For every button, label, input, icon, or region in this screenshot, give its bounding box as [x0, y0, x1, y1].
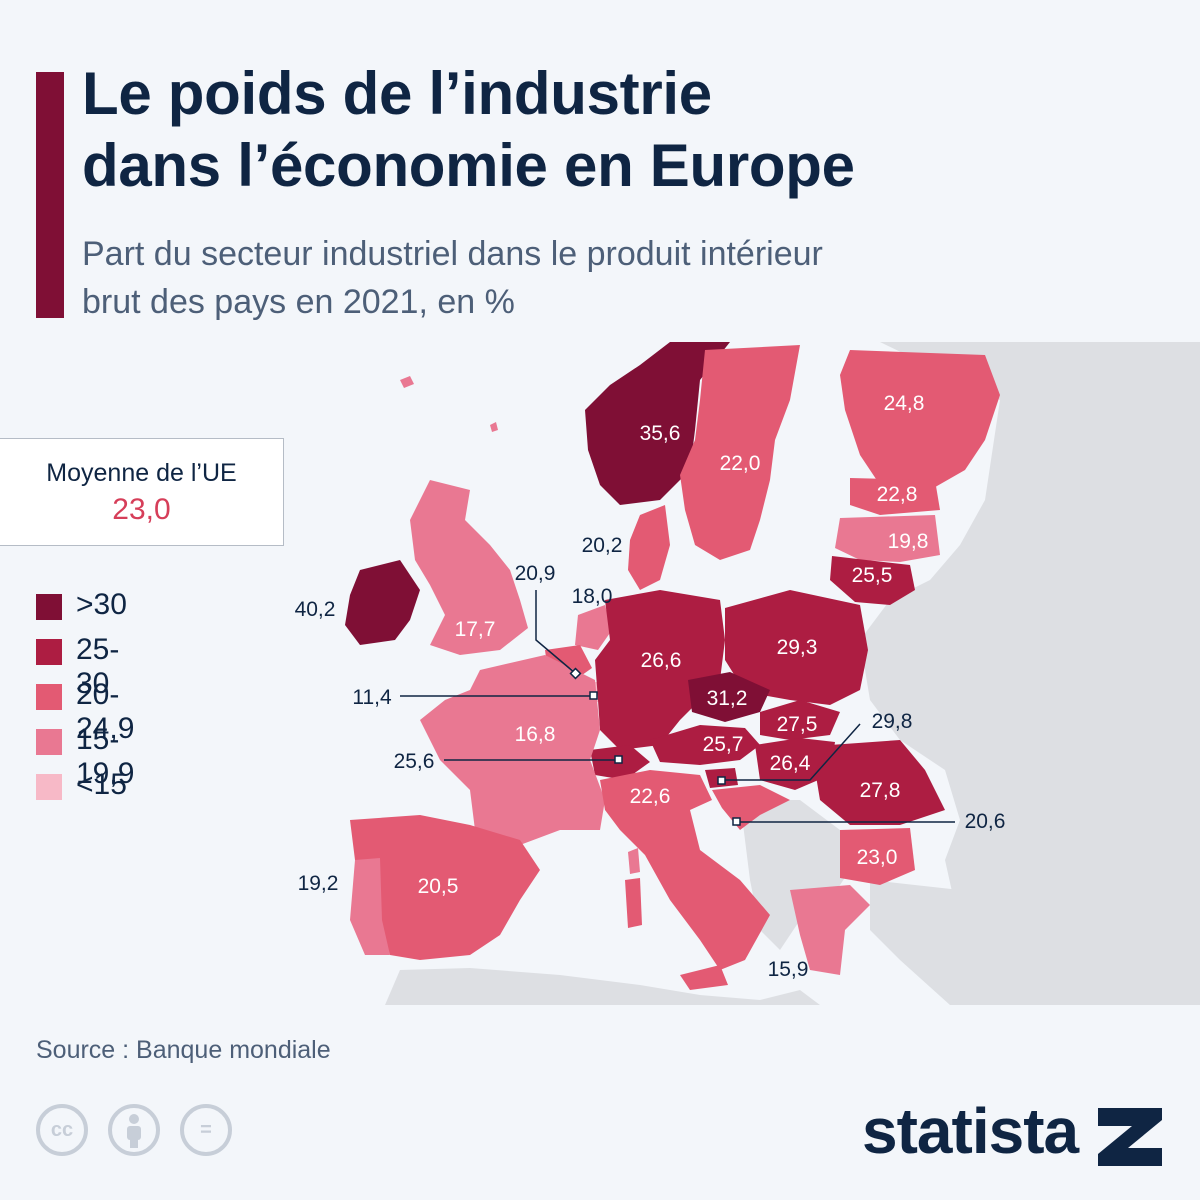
statista-logo-mark	[1098, 1108, 1162, 1166]
label-netherlands: 18,0	[572, 585, 613, 608]
country-finland	[840, 350, 1000, 490]
source-note: Source : Banque mondiale	[36, 1036, 331, 1064]
cc-icon[interactable]: cc	[36, 1104, 88, 1156]
label-estonia: 22,8	[877, 483, 918, 506]
label-romania: 27,8	[860, 779, 901, 802]
country-slovakia	[760, 700, 840, 740]
eu-average-label: Moyenne de l’UE	[46, 459, 237, 487]
island-sicily	[680, 965, 728, 990]
map-labels: 40,2 35,6 31,2 22,0 24,8 22,8 19,8 25,5 …	[295, 392, 1006, 981]
no-derivatives-icon[interactable]: =	[180, 1104, 232, 1156]
land-south-grey	[385, 968, 820, 1005]
label-denmark: 20,2	[582, 534, 623, 557]
label-germany: 26,6	[641, 649, 682, 672]
country-netherlands	[575, 605, 612, 650]
country-denmark	[628, 505, 670, 590]
country-uk	[410, 480, 528, 655]
eu-average-value: 23,0	[112, 493, 171, 526]
europe-map: 40,2 35,6 31,2 22,0 24,8 22,8 19,8 25,5 …	[295, 342, 1200, 1005]
country-france	[420, 655, 605, 845]
country-norway	[585, 342, 730, 505]
label-france: 16,8	[515, 723, 556, 746]
label-croatia: 20,6	[965, 810, 1006, 833]
label-ireland: 40,2	[295, 598, 336, 621]
land-east-grey	[860, 342, 1200, 1005]
marker-croatia	[732, 817, 741, 826]
label-belgium: 20,9	[515, 562, 556, 585]
country-spain	[350, 815, 540, 960]
page-title: Le poids de l’industrie dans l’économie …	[82, 58, 1142, 202]
country-sweden	[680, 345, 800, 560]
eu-average-box: Moyenne de l’UE 23,0	[0, 438, 284, 546]
legend-swatch	[36, 729, 62, 755]
legend-swatch	[36, 684, 62, 710]
label-italy: 22,6	[630, 785, 671, 808]
island-sardinia	[625, 878, 642, 928]
legend-label: >30	[76, 588, 127, 621]
marker-slovenia	[717, 776, 726, 785]
legend-label: 20-24,9	[76, 678, 135, 745]
person-glyph	[127, 1114, 141, 1148]
country-romania	[815, 740, 945, 825]
label-switzerland: 25,6	[394, 750, 435, 773]
legend-label: 25-30	[76, 633, 120, 700]
land-turkey-grey	[870, 880, 1200, 1005]
marker-switzerland	[614, 755, 623, 764]
marker-belgium	[569, 667, 582, 680]
title-line-2: dans l’économie en Europe	[82, 132, 855, 199]
page-subtitle: Part du secteur industriel dans le produ…	[82, 230, 1082, 326]
country-lithuania	[830, 556, 915, 605]
label-bulgaria: 23,0	[857, 846, 898, 869]
legend-swatch	[36, 594, 62, 620]
label-austria: 25,7	[703, 733, 744, 756]
attribution-icon[interactable]	[108, 1104, 160, 1156]
country-poland	[725, 590, 868, 705]
leader-markers	[569, 667, 741, 826]
leader-belgium	[535, 590, 576, 674]
country-germany	[595, 590, 725, 750]
island-corsica	[628, 848, 640, 874]
country-portugal	[350, 858, 390, 955]
country-hungary	[755, 738, 835, 790]
label-hungary: 26,4	[770, 752, 811, 775]
legend-label: <15	[76, 768, 127, 801]
country-czechia	[688, 672, 770, 722]
country-croatia	[712, 785, 790, 830]
label-slovakia: 27,5	[777, 713, 818, 736]
label-portugal: 19,2	[298, 872, 339, 895]
label-sweden: 22,0	[720, 452, 761, 475]
label-uk: 17,7	[455, 618, 496, 641]
title-accent-bar	[36, 72, 64, 318]
label-finland: 24,8	[884, 392, 925, 415]
label-norway: 35,6	[640, 422, 681, 445]
country-greece	[790, 885, 870, 975]
subtitle-line-1: Part du secteur industriel dans le produ…	[82, 235, 823, 273]
label-slovenia: 29,8	[872, 710, 913, 733]
legend-label: 15-19,9	[76, 723, 135, 790]
statista-wordmark: statista	[862, 1095, 1079, 1167]
label-greece: 15,9	[768, 958, 809, 981]
label-spain: 20,5	[418, 875, 459, 898]
country-bulgaria	[840, 828, 915, 885]
country-italy	[600, 770, 770, 970]
label-latvia: 19,8	[888, 530, 929, 553]
country-latvia	[835, 515, 940, 562]
country-estonia	[850, 478, 940, 515]
country-austria	[650, 725, 760, 765]
marker-luxembourg	[589, 691, 598, 700]
legend-swatch	[36, 639, 62, 665]
label-czechia: 31,2	[707, 687, 748, 710]
title-line-1: Le poids de l’industrie	[82, 60, 712, 127]
leader-slovenia	[722, 723, 861, 781]
subtitle-line-2: brut des pays en 2021, en %	[82, 283, 515, 321]
label-luxembourg: 11,4	[352, 686, 392, 709]
leader-lines	[400, 590, 955, 823]
land-islands-north	[400, 376, 498, 432]
label-poland: 29,3	[777, 636, 818, 659]
label-lithuania: 25,5	[852, 564, 893, 587]
legend-swatch	[36, 774, 62, 800]
country-ireland	[345, 560, 420, 645]
